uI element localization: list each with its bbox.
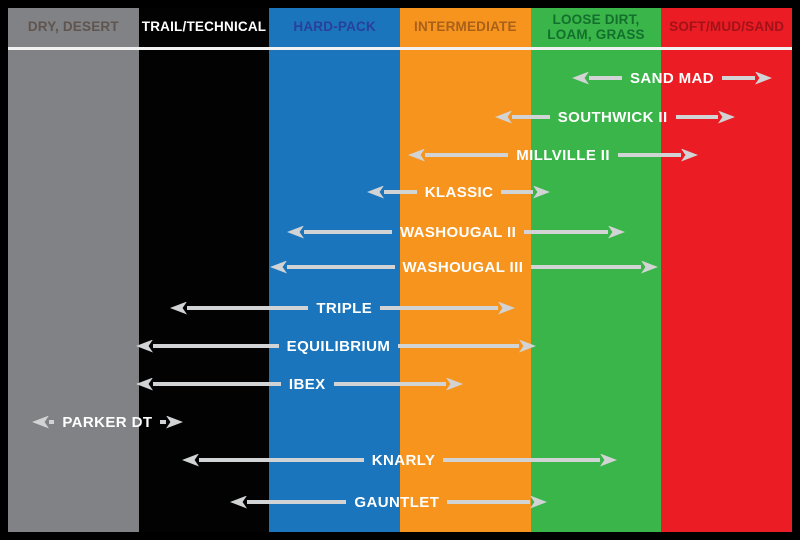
arrow-right-icon bbox=[498, 301, 515, 315]
arrow-right-icon bbox=[755, 71, 772, 85]
arrow-shaft-left bbox=[187, 306, 309, 310]
terrain-column-loose-dirt-loam-grass bbox=[530, 50, 662, 532]
tire-range-washougal-iii: WASHOUGAL III bbox=[270, 254, 658, 280]
arrow-shaft-right bbox=[617, 153, 681, 157]
column-header-label: HARD-PACK bbox=[293, 19, 376, 35]
arrow-right-icon bbox=[446, 377, 463, 391]
arrow-left-icon bbox=[136, 339, 153, 353]
arrow-left-icon bbox=[408, 148, 425, 162]
arrow-left-icon bbox=[182, 453, 199, 467]
arrow-right-icon bbox=[600, 453, 617, 467]
terrain-columns-area bbox=[8, 50, 793, 532]
arrow-left-icon bbox=[270, 260, 287, 274]
tire-range-parker-dt: PARKER DT bbox=[32, 409, 183, 435]
arrow-shaft-left bbox=[49, 420, 55, 424]
column-header-hard-pack: HARD-PACK bbox=[269, 8, 401, 47]
arrow-shaft-left bbox=[153, 344, 279, 348]
arrow-shaft-right bbox=[447, 500, 530, 504]
tire-range-triple: TRIPLE bbox=[170, 295, 515, 321]
tire-range-klassic: KLASSIC bbox=[367, 179, 550, 205]
tire-range-millville-ii: MILLVILLE II bbox=[408, 142, 698, 168]
arrow-right-icon bbox=[608, 225, 625, 239]
arrow-shaft-right bbox=[501, 190, 533, 194]
terrain-column-intermediate bbox=[400, 50, 531, 532]
header-divider-line bbox=[8, 47, 792, 50]
column-header-label: DRY, DESERT bbox=[27, 19, 119, 35]
arrow-shaft-left bbox=[425, 153, 509, 157]
arrow-shaft-right bbox=[380, 306, 498, 310]
tire-range-sand-mad: SAND MAD bbox=[572, 65, 772, 91]
arrow-shaft-left bbox=[384, 190, 417, 194]
column-header-loose-dirt-loam-grass: LOOSE DIRT, LOAM, GRASS bbox=[530, 8, 662, 47]
arrow-right-icon bbox=[641, 260, 658, 274]
tire-label: IBEX bbox=[288, 375, 326, 393]
column-header-intermediate: INTERMEDIATE bbox=[400, 8, 531, 47]
arrow-right-icon bbox=[718, 110, 735, 124]
terrain-column-soft-mud-sand bbox=[661, 50, 793, 532]
arrow-shaft-left bbox=[304, 230, 392, 234]
arrow-left-icon bbox=[32, 415, 49, 429]
tire-label: PARKER DT bbox=[62, 413, 153, 431]
arrow-left-icon bbox=[136, 377, 153, 391]
column-header-label: INTERMEDIATE bbox=[414, 19, 517, 35]
arrow-right-icon bbox=[519, 339, 536, 353]
arrow-left-icon bbox=[367, 185, 384, 199]
arrow-shaft-left bbox=[199, 458, 364, 462]
column-header-soft-mud-sand: SOFT/MUD/SAND bbox=[661, 8, 793, 47]
arrow-right-icon bbox=[530, 495, 547, 509]
tire-label: KLASSIC bbox=[424, 183, 494, 201]
arrow-left-icon bbox=[495, 110, 512, 124]
terrain-column-trail-technical bbox=[138, 50, 270, 532]
arrow-shaft-right bbox=[722, 76, 755, 80]
tire-range-southwick-ii: SOUTHWICK II bbox=[495, 104, 735, 130]
arrow-shaft-right bbox=[443, 458, 600, 462]
arrow-shaft-left bbox=[287, 265, 395, 269]
arrow-shaft-left bbox=[512, 115, 550, 119]
arrow-shaft-right bbox=[675, 115, 718, 119]
arrow-shaft-right bbox=[531, 265, 641, 269]
tire-label: GAUNTLET bbox=[354, 493, 440, 511]
arrow-left-icon bbox=[170, 301, 187, 315]
terrain-header-row: DRY, DESERT TRAIL/TECHNICAL HARD-PACK INTER… bbox=[8, 8, 793, 47]
arrow-shaft-left bbox=[247, 500, 347, 504]
tire-range-equilibrium: EQUILIBRIUM bbox=[136, 333, 536, 359]
tire-range-knarly: KNARLY bbox=[182, 447, 617, 473]
terrain-column-dry-desert bbox=[8, 50, 139, 532]
column-header-label: TRAIL/TECHNICAL bbox=[141, 19, 267, 35]
tire-label: TRIPLE bbox=[316, 299, 373, 317]
tire-range-gauntlet: GAUNTLET bbox=[230, 489, 547, 515]
tire-label: SOUTHWICK II bbox=[557, 108, 668, 126]
arrow-shaft-right bbox=[333, 382, 446, 386]
column-header-trail-technical: TRAIL/TECHNICAL bbox=[138, 8, 270, 47]
arrow-right-icon bbox=[533, 185, 550, 199]
arrow-left-icon bbox=[287, 225, 304, 239]
column-header-dry-desert: DRY, DESERT bbox=[8, 8, 139, 47]
tire-label: KNARLY bbox=[371, 451, 436, 469]
arrow-left-icon bbox=[572, 71, 589, 85]
column-header-label: LOOSE DIRT, LOAM, GRASS bbox=[547, 11, 645, 42]
tire-range-washougal-ii: WASHOUGAL II bbox=[287, 219, 625, 245]
arrow-shaft-right bbox=[398, 344, 519, 348]
tire-label: EQUILIBRIUM bbox=[286, 337, 391, 355]
arrow-right-icon bbox=[166, 415, 183, 429]
arrow-shaft-left bbox=[153, 382, 281, 386]
terrain-column-hard-pack bbox=[269, 50, 401, 532]
arrow-left-icon bbox=[230, 495, 247, 509]
arrow-right-icon bbox=[681, 148, 698, 162]
tire-label: SAND MAD bbox=[629, 69, 715, 87]
tire-label: WASHOUGAL III bbox=[402, 258, 524, 276]
tire-range-ibex: IBEX bbox=[136, 371, 463, 397]
tire-label: MILLVILLE II bbox=[516, 146, 610, 164]
arrow-shaft-right bbox=[524, 230, 608, 234]
column-header-label: SOFT/MUD/SAND bbox=[669, 19, 785, 35]
arrow-shaft-left bbox=[589, 76, 622, 80]
chart-board: DRY, DESERT TRAIL/TECHNICAL HARD-PACK INTER… bbox=[8, 8, 793, 532]
tire-label: WASHOUGAL II bbox=[399, 223, 517, 241]
arrow-shaft-right bbox=[160, 420, 166, 424]
